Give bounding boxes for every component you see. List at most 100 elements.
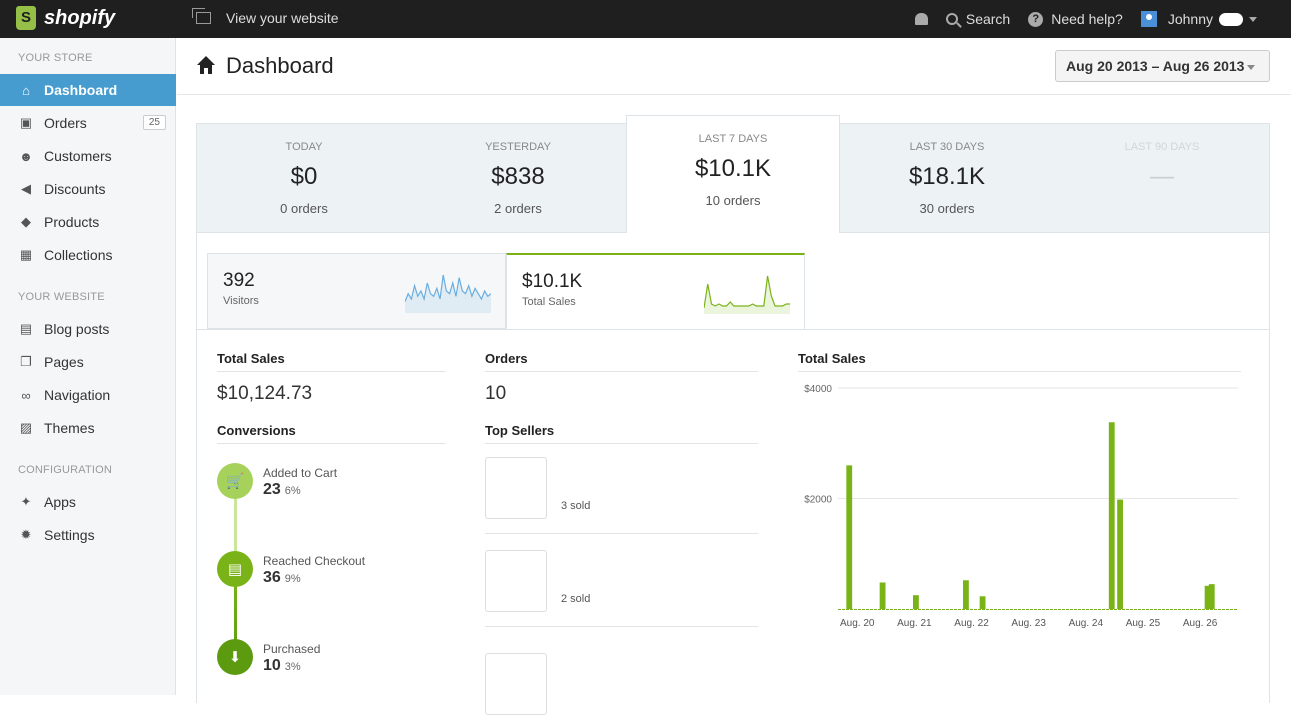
user-name: Johnny bbox=[1167, 11, 1213, 27]
sidebar-section-heading: YOUR STORE bbox=[18, 52, 93, 64]
tab-divider bbox=[197, 329, 1269, 330]
shopify-logo[interactable]: shopify bbox=[16, 6, 115, 30]
stat-value: $0 bbox=[290, 163, 318, 190]
stats-strip: TODAY $0 0 orders YESTERDAY $838 2 orders… bbox=[196, 115, 1270, 235]
help-icon: ? bbox=[1028, 11, 1044, 27]
sidebar-section-heading: YOUR WEBSITE bbox=[18, 291, 105, 303]
sidebar-item-orders[interactable]: ▣ Orders 25 bbox=[0, 107, 176, 139]
image-icon: ▨ bbox=[19, 420, 33, 435]
bar bbox=[879, 582, 886, 609]
view-website-label: View your website bbox=[226, 10, 339, 26]
sidebar-item-label: Products bbox=[44, 214, 100, 230]
view-website-link[interactable]: View your website bbox=[192, 8, 339, 26]
sidebar-item-pages[interactable]: ❐ Pages bbox=[0, 346, 176, 378]
gear-icon: ✹ bbox=[20, 527, 32, 542]
main-content: Dashboard Aug 20 2013 – Aug 26 2013 TODA… bbox=[177, 38, 1291, 715]
sidebar-item-dashboard[interactable]: ⌂ Dashboard bbox=[0, 74, 176, 106]
conversion-label: Purchased bbox=[263, 642, 321, 656]
bar bbox=[963, 580, 969, 609]
blog-icon: ▤ bbox=[19, 321, 33, 336]
product-thumbnail[interactable] bbox=[485, 550, 547, 612]
stat-value: $838 bbox=[491, 163, 545, 190]
chevron-down-icon bbox=[1249, 16, 1257, 22]
x-tick-label: Aug. 23 bbox=[1011, 618, 1046, 629]
sidebar-item-label: Dashboard bbox=[44, 82, 118, 98]
stat-orders: 30 orders bbox=[919, 201, 975, 216]
conversions-heading: Conversions bbox=[217, 423, 296, 438]
divider bbox=[217, 443, 445, 444]
sparkline-area bbox=[704, 276, 790, 314]
sidebar-item-label: Blog posts bbox=[44, 321, 110, 337]
stat-today[interactable]: TODAY $0 0 orders bbox=[197, 124, 411, 234]
orders-value: 10 bbox=[485, 383, 507, 404]
metric-value: 392 bbox=[223, 270, 255, 291]
stat-last-30-days[interactable]: LAST 30 DAYS $18.1K 30 orders bbox=[840, 124, 1054, 234]
sparkline bbox=[704, 275, 790, 314]
sidebar-item-products[interactable]: ◆ Products bbox=[0, 206, 176, 238]
product-thumbnail[interactable] bbox=[485, 653, 547, 715]
shopping-bag-icon bbox=[16, 6, 36, 30]
stat-orders: 2 orders bbox=[494, 201, 542, 216]
x-tick-label: Aug. 22 bbox=[954, 618, 989, 629]
divider bbox=[485, 443, 758, 444]
stat-orders: 10 orders bbox=[705, 193, 761, 208]
stat-last-7-days[interactable]: LAST 7 DAYS $10.1K 10 orders bbox=[626, 115, 840, 235]
stat-yesterday[interactable]: YESTERDAY $838 2 orders bbox=[411, 124, 625, 234]
search-label: Search bbox=[965, 11, 1011, 27]
stat-value: $18.1K bbox=[908, 163, 986, 190]
inbox-icon: ▣ bbox=[19, 115, 33, 130]
sidebar-item-discounts[interactable]: ◀ Discounts bbox=[0, 173, 176, 205]
sidebar-item-label: Themes bbox=[44, 420, 95, 436]
conversion-count: 36 9% bbox=[263, 569, 301, 587]
sidebar-item-navigation[interactable]: ∞ Navigation bbox=[0, 379, 176, 411]
divider bbox=[217, 371, 445, 372]
metric-value: $10.1K bbox=[522, 271, 583, 292]
divider bbox=[485, 533, 758, 534]
total-sales-heading: Total Sales bbox=[217, 351, 285, 366]
help-button[interactable]: ? Need help? bbox=[1028, 11, 1123, 27]
search-button[interactable]: Search bbox=[945, 11, 1011, 27]
metric-tab-total-sales[interactable]: $10.1K Total Sales bbox=[506, 253, 805, 330]
date-range-picker[interactable]: Aug 20 2013 – Aug 26 2013 bbox=[1055, 50, 1270, 82]
sparkline-line bbox=[704, 275, 790, 309]
user-menu[interactable]: Johnny bbox=[1140, 11, 1257, 27]
bar bbox=[913, 595, 919, 609]
sidebar-item-label: Pages bbox=[44, 354, 84, 370]
sidebar-item-blog-posts[interactable]: ▤ Blog posts bbox=[0, 313, 176, 345]
sidebar-item-label: Orders bbox=[44, 115, 87, 131]
sidebar-item-customers[interactable]: ☻ Customers bbox=[0, 140, 176, 172]
sidebar-section-heading: CONFIGURATION bbox=[18, 464, 113, 476]
x-tick-label: Aug. 20 bbox=[840, 618, 875, 629]
conversion-count: 23 6% bbox=[263, 481, 301, 499]
bar bbox=[846, 465, 853, 609]
stat-last-90-days[interactable]: LAST 90 DAYS — bbox=[1055, 124, 1269, 234]
notifications-button[interactable] bbox=[914, 13, 928, 25]
search-icon bbox=[945, 13, 958, 25]
conversion-count-value: 23 bbox=[263, 481, 281, 498]
stat-label: YESTERDAY bbox=[485, 141, 551, 153]
sidebar-item-collections[interactable]: ▦ Collections bbox=[0, 239, 176, 271]
product-thumbnail[interactable] bbox=[485, 457, 547, 519]
chart-title: Total Sales bbox=[798, 351, 866, 366]
register-icon: ▤ bbox=[217, 551, 253, 587]
metric-tab-visitors[interactable]: 392 Visitors bbox=[207, 253, 506, 329]
x-tick-label: Aug. 21 bbox=[897, 618, 932, 629]
pages-icon: ❐ bbox=[20, 354, 32, 369]
sidebar-item-label: Collections bbox=[44, 247, 113, 263]
conversion-percent: 9% bbox=[284, 573, 301, 585]
sidebar-item-settings[interactable]: ✹ Settings bbox=[0, 519, 176, 551]
link-icon: ∞ bbox=[21, 387, 31, 403]
stat-value: — bbox=[1150, 163, 1174, 190]
sidebar-item-themes[interactable]: ▨ Themes bbox=[0, 412, 176, 444]
tag-icon: ◆ bbox=[21, 214, 31, 229]
bar bbox=[1108, 422, 1115, 609]
sidebar-item-apps[interactable]: ✦ Apps bbox=[0, 486, 176, 518]
metric-label: Visitors bbox=[223, 295, 259, 307]
page-header: Dashboard Aug 20 2013 – Aug 26 2013 bbox=[177, 38, 1291, 95]
sidebar-item-label: Navigation bbox=[44, 387, 111, 403]
conversion-percent: 6% bbox=[284, 485, 301, 497]
bar bbox=[1208, 584, 1215, 609]
orders-heading: Orders bbox=[485, 351, 528, 366]
bell-icon bbox=[914, 13, 928, 25]
sidebar-item-label: Customers bbox=[44, 148, 112, 164]
